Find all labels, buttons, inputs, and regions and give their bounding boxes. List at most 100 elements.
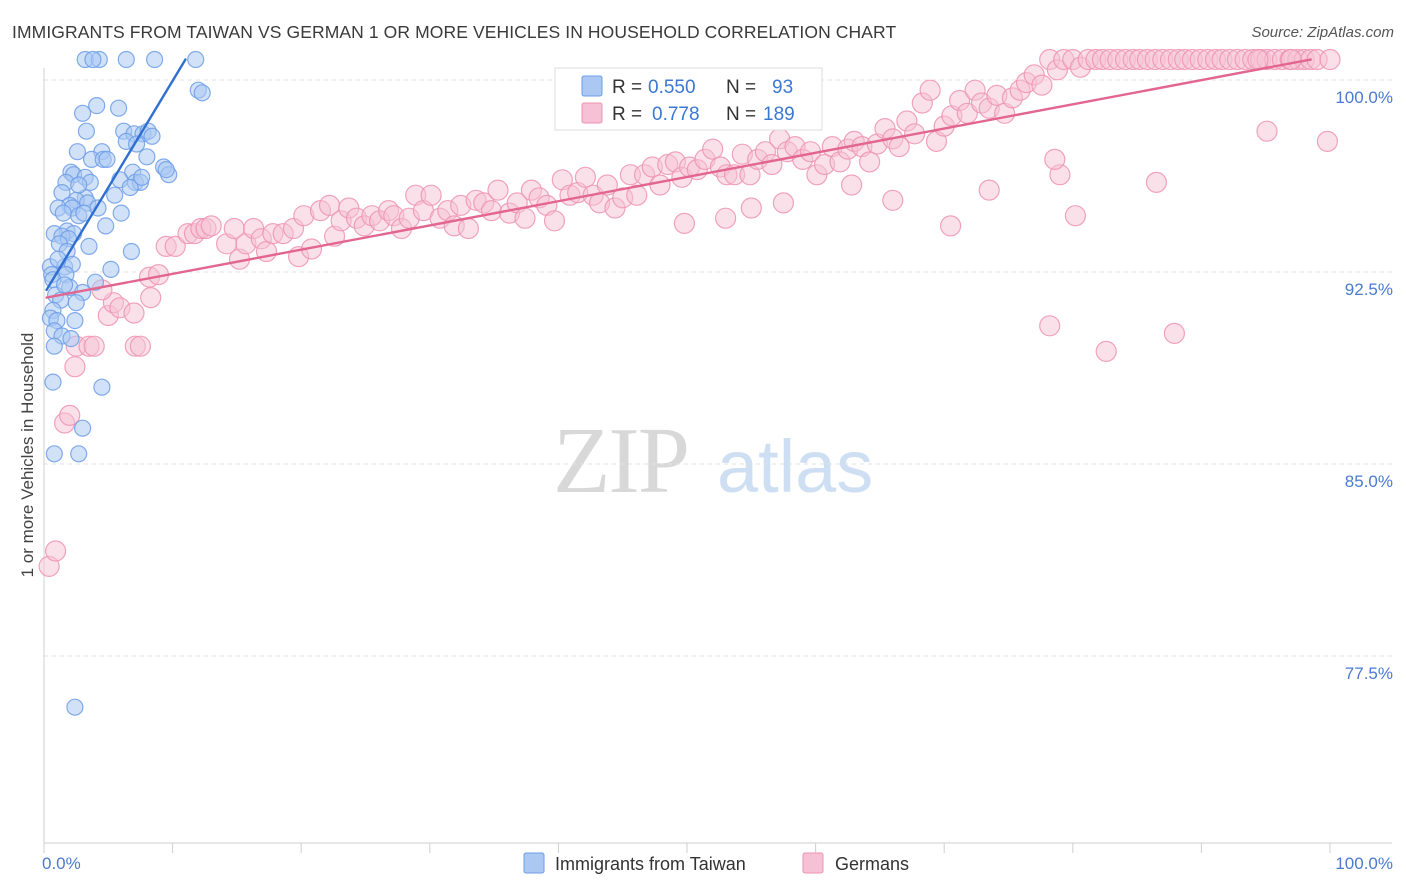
germans-point-14 [123, 302, 145, 324]
taiwan-point-67 [66, 312, 84, 330]
taiwan-point-3 [146, 50, 164, 69]
legend-n-value-germans: 189 [763, 104, 795, 125]
x-tick-marks [43, 843, 1331, 853]
taiwan-point-46 [97, 217, 115, 235]
taiwan-point-54 [122, 242, 140, 261]
series-taiwan-points [41, 50, 211, 716]
watermark: ZIP atlas [553, 409, 873, 513]
germans-point-181 [740, 197, 762, 219]
taiwan-point-75 [45, 445, 63, 463]
germans-point-62 [487, 179, 509, 201]
taiwan-point-4 [187, 50, 205, 69]
taiwan-point-5 [84, 50, 102, 69]
taiwan-point-86 [106, 186, 124, 204]
germans-point-185 [1039, 315, 1061, 337]
taiwan-point-7 [193, 84, 211, 102]
taiwan-point-76 [70, 445, 88, 463]
legend-r-label-taiwan: R = [612, 77, 642, 98]
taiwan-point-71 [45, 337, 63, 355]
germans-point-173 [1145, 171, 1168, 193]
taiwan-point-78 [102, 260, 120, 278]
legend-r-value-taiwan: 0.550 [648, 77, 696, 98]
trend-line-germans [45, 58, 1312, 299]
x-tick-label-0: 0.0% [42, 854, 81, 873]
taiwan-point-9 [109, 99, 128, 117]
taiwan-point-35 [121, 178, 139, 197]
y-tick-labels: 100.0% 92.5% 85.0% 77.5% [1335, 88, 1393, 683]
taiwan-point-82 [67, 294, 85, 312]
taiwan-point-15 [77, 122, 96, 140]
legend-swatch-germans [581, 102, 603, 124]
taiwan-point-19 [68, 143, 87, 161]
y-tick-label-0: 100.0% [1335, 88, 1393, 107]
germans-point-3 [59, 404, 81, 426]
germans-point-61 [480, 200, 503, 222]
y-tick-label-2: 85.0% [1345, 472, 1393, 491]
germans-point-183 [673, 212, 696, 234]
germans-point-175 [1044, 148, 1066, 170]
legend-bottom-swatch-germans [802, 852, 824, 874]
germans-point-180 [772, 192, 795, 214]
germans-point-53 [420, 184, 442, 206]
taiwan-point-79 [86, 273, 105, 291]
germans-point-73 [574, 166, 597, 188]
germans-point-176 [978, 179, 1000, 201]
taiwan-point-83 [70, 176, 88, 194]
germans-point-13 [140, 287, 162, 309]
taiwan-point-77 [66, 698, 84, 716]
legend-r-value-germans: 0.778 [652, 104, 700, 125]
germans-point-188 [1319, 48, 1341, 71]
legend-bottom-label-taiwan: Immigrants from Taiwan [555, 854, 746, 874]
germans-point-69 [543, 210, 566, 232]
legend-n-label-germans: N = [726, 104, 756, 125]
chart-title: IMMIGRANTS FROM TAIWAN VS GERMAN 1 OR MO… [12, 22, 897, 42]
taiwan-point-91 [138, 148, 156, 166]
legend-swatch-taiwan [581, 75, 603, 97]
legend-top: R = 0.550 N = 93 R = 0.778 N = 189 [554, 67, 823, 131]
germans-point-1 [44, 540, 67, 562]
legend-bottom-swatch-taiwan [523, 852, 545, 874]
source-credit: Source: ZipAtlas.com [1251, 24, 1394, 41]
germans-point-24 [200, 215, 222, 237]
germans-point-182 [714, 207, 737, 229]
watermark-atlas: atlas [717, 425, 873, 508]
germans-point-179 [840, 174, 863, 196]
germans-point-7 [83, 335, 105, 357]
germans-point-119 [919, 79, 941, 101]
germans-point-4 [64, 356, 86, 378]
germans-point-134 [1031, 74, 1053, 96]
taiwan-point-70 [62, 330, 80, 348]
taiwan-point-16 [143, 127, 161, 145]
germans-point-90 [702, 138, 724, 160]
taiwan-point-74 [73, 419, 92, 437]
taiwan-point-23 [98, 150, 116, 168]
trend-line-taiwan [45, 58, 187, 292]
x-tick-label-1: 100.0% [1335, 854, 1393, 873]
taiwan-point-43 [54, 204, 72, 222]
germans-point-19 [164, 235, 186, 257]
taiwan-point-88 [112, 204, 130, 222]
taiwan-point-90 [157, 161, 175, 179]
germans-point-186 [1095, 340, 1117, 362]
germans-point-191 [1256, 120, 1278, 142]
taiwan-point-89 [133, 168, 151, 186]
taiwan-point-73 [93, 378, 111, 396]
legend-r-label-germans: R = [612, 104, 642, 125]
germans-point-187 [1163, 322, 1186, 344]
germans-point-178 [882, 189, 904, 211]
y-axis-label: 1 or more Vehicles in Household [18, 333, 37, 578]
taiwan-point-8 [88, 96, 106, 115]
legend-n-label-taiwan: N = [726, 77, 756, 98]
germans-point-9 [129, 335, 151, 357]
taiwan-point-10 [73, 104, 92, 122]
taiwan-point-2 [117, 50, 135, 69]
legend-bottom: Immigrants from Taiwan Germans [523, 852, 909, 874]
y-tick-label-3: 77.5% [1345, 664, 1393, 683]
taiwan-point-85 [80, 237, 98, 255]
y-tick-label-1: 92.5% [1345, 280, 1393, 299]
germans-point-58 [457, 217, 479, 240]
x-tick-labels: 0.0% 100.0% [42, 854, 1393, 873]
taiwan-point-72 [44, 373, 62, 391]
germans-point-189 [1280, 48, 1303, 71]
